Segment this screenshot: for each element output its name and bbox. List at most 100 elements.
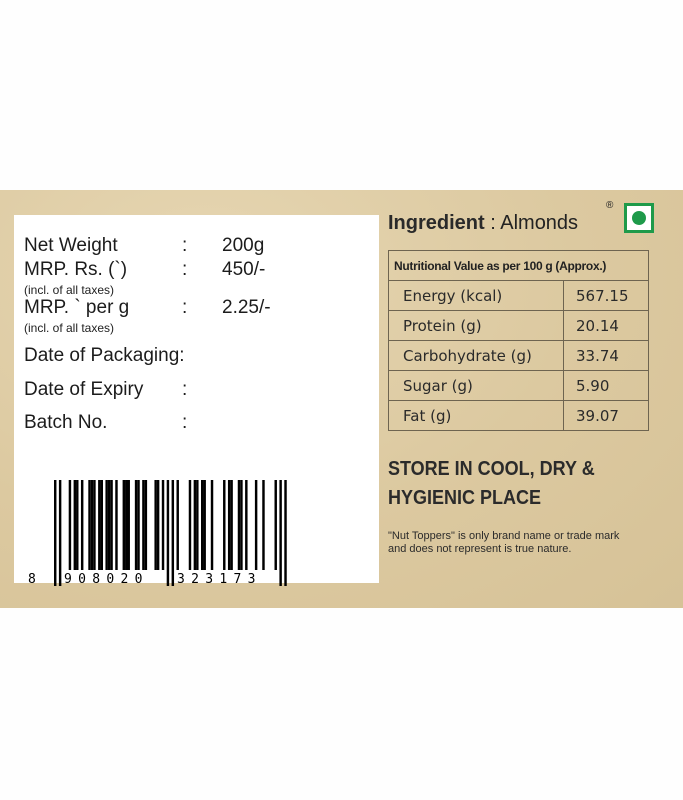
ingredient-line: Ingredient : Almonds <box>388 212 578 235</box>
packaging-label: Date of Packaging: <box>24 345 185 366</box>
nutrient-value: 33.74 <box>563 340 649 371</box>
barcode-bar <box>223 480 226 570</box>
barcode-bar <box>227 480 231 570</box>
barcode-bar <box>105 480 108 570</box>
nutrient-name: Carbohydrate (g) <box>388 340 564 371</box>
barcode-bar <box>161 480 165 570</box>
barcode: 8 908020 323173 <box>28 480 287 587</box>
barcode-bar <box>142 480 145 570</box>
ingredient-value: : Almonds <box>490 212 579 234</box>
barcode-bar <box>203 480 206 570</box>
storage-line: STORE IN COOL, DRY & <box>388 458 595 480</box>
nutrition-header: Nutritional Value as per 100 g (Approx.) <box>388 250 649 281</box>
barcode-bar <box>110 480 113 570</box>
table-row: Fat (g) 39.07 <box>388 400 649 431</box>
colon: : <box>182 379 188 400</box>
barcode-bar <box>188 480 192 570</box>
veg-mark-icon <box>624 203 654 233</box>
barcode-bar <box>90 480 94 570</box>
ingredient-label: Ingredient <box>388 212 485 234</box>
barcode-bar <box>230 480 233 570</box>
table-row: Energy (kcal) 567.15 <box>388 280 649 311</box>
barcode-bar <box>122 480 126 570</box>
barcode-bar <box>80 480 84 570</box>
barcode-bar <box>98 480 101 570</box>
barcode-bar <box>210 480 214 570</box>
barcode-bar <box>166 480 170 586</box>
registered-mark: ® <box>606 200 614 211</box>
nutrient-value: 39.07 <box>563 400 649 431</box>
nutrient-name: Sugar (g) <box>388 370 564 401</box>
barcode-bar <box>134 480 138 570</box>
barcode-digits-right: 323173 <box>177 572 262 587</box>
packaging-row: Date of Packaging: <box>24 345 185 367</box>
barcode-bar <box>201 480 204 570</box>
barcode-bar <box>115 480 118 570</box>
colon: : <box>182 412 188 433</box>
net-weight-value: 200g <box>222 235 265 256</box>
nutrient-value: 567.15 <box>563 280 649 311</box>
table-row: Sugar (g) 5.90 <box>388 370 649 401</box>
nutrient-name: Fat (g) <box>388 400 564 431</box>
nutrition-table: Nutritional Value as per 100 g (Approx.)… <box>388 250 649 431</box>
barcode-bar <box>100 480 103 570</box>
nutrient-name: Energy (kcal) <box>388 280 564 311</box>
nutrient-name: Protein (g) <box>388 310 564 341</box>
batch-label: Batch No. <box>24 412 108 433</box>
storage-line: HYGIENIC PLACE <box>388 487 542 509</box>
barcode-bar <box>245 480 248 570</box>
table-row: Carbohydrate (g) 33.74 <box>388 340 649 371</box>
barcode-bar <box>125 480 128 570</box>
barcode-bar <box>107 480 111 570</box>
barcode-bar <box>171 480 175 586</box>
barcode-bar <box>176 480 179 570</box>
mrp-label: MRP. Rs. (`) <box>24 259 128 280</box>
barcode-bar <box>144 480 148 570</box>
colon: : <box>182 259 188 280</box>
barcode-bar <box>254 480 258 570</box>
barcode-bar <box>156 480 160 570</box>
storage-instruction: STORE IN COOL, DRY & HYGIENIC PLACE <box>388 455 595 513</box>
barcode-bar <box>284 480 287 586</box>
expiry-label: Date of Expiry <box>24 379 144 400</box>
mrp-per-g-row: MRP. ` per g : 2.25/- <box>24 297 271 319</box>
mrp-per-g-value: 2.25/- <box>222 297 271 318</box>
colon: : <box>182 297 188 318</box>
expiry-row: Date of Expiry : <box>24 379 187 401</box>
barcode-bar <box>274 480 277 570</box>
mrp-per-g-note: (incl. of all taxes) <box>24 321 115 335</box>
mrp-per-g-label: MRP. ` per g <box>24 297 130 318</box>
disclaimer-line: "Nut Toppers" is only brand name or trad… <box>388 530 620 542</box>
nutrient-value: 20.14 <box>563 310 649 341</box>
barcode-bar <box>137 480 140 570</box>
barcode-bar <box>196 480 199 570</box>
barcode-digit-first: 8 <box>28 572 37 587</box>
mrp-note: (incl. of all taxes) <box>24 283 115 297</box>
mrp-row: MRP. Rs. (`) : 450/- <box>24 259 265 281</box>
colon: : <box>182 235 188 256</box>
barcode-bar <box>76 480 79 570</box>
product-label: Net Weight : 200g MRP. Rs. (`) : 450/- (… <box>0 190 683 608</box>
barcode-digits-left: 908020 <box>64 572 149 587</box>
barcode-bar <box>88 480 91 570</box>
barcode-bar <box>193 480 197 570</box>
barcode-bar <box>58 480 62 586</box>
barcode-bar <box>240 480 243 570</box>
disclaimer: "Nut Toppers" is only brand name or trad… <box>388 530 619 556</box>
barcode-bar <box>127 480 130 570</box>
nutrient-value: 5.90 <box>563 370 649 401</box>
barcode-bar <box>262 480 265 570</box>
barcode-bar <box>154 480 157 570</box>
net-weight-row: Net Weight : 200g <box>24 235 264 257</box>
barcode-bar <box>73 480 77 570</box>
barcode-bar <box>54 480 57 586</box>
barcode-bar <box>279 480 282 586</box>
table-row: Protein (g) 20.14 <box>388 310 649 341</box>
net-weight-label: Net Weight <box>24 235 118 256</box>
barcode-bar <box>237 480 241 570</box>
mrp-value: 450/- <box>222 259 266 280</box>
barcode-bar <box>93 480 96 570</box>
barcode-bar <box>68 480 72 570</box>
batch-row: Batch No. : <box>24 412 187 434</box>
disclaimer-line: and does not represent is true nature. <box>388 543 572 555</box>
